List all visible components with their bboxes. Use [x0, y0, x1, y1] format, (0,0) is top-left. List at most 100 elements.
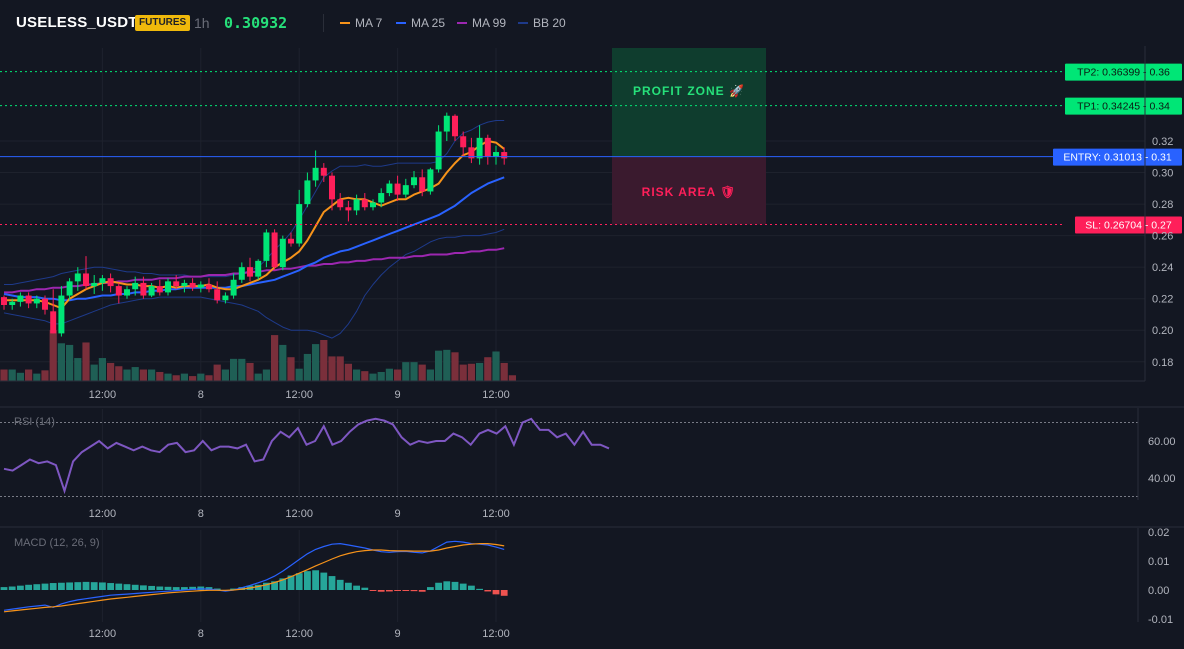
macd-histogram-bar: [25, 584, 32, 590]
volume-bar: [459, 364, 467, 381]
volume-bar: [492, 351, 500, 381]
profit-zone-label: PROFIT ZONE 🚀: [633, 84, 745, 98]
candle: [484, 134, 491, 165]
volume-bar: [107, 362, 115, 381]
macd-histogram-bar: [66, 582, 73, 590]
time-tick-label: 12:00: [482, 628, 510, 640]
volume-bar: [410, 362, 418, 381]
time-tick-label: 9: [395, 508, 401, 520]
sl-tag-label: SL: 0.26704 - 0.27: [1085, 220, 1172, 232]
volume-bar: [246, 362, 254, 381]
timeframe-label[interactable]: 1h: [194, 15, 210, 31]
candle-body: [124, 289, 130, 296]
legend-ma7[interactable]: MA 7: [340, 16, 382, 30]
volume-bar: [426, 369, 434, 381]
legend-label: MA 25: [411, 16, 446, 30]
time-tick-label: 12:00: [285, 508, 313, 520]
macd-histogram-bar: [345, 582, 352, 590]
candle: [107, 273, 114, 293]
symbol-title[interactable]: USELESS_USDT: [16, 14, 138, 31]
volume-bar: [279, 344, 287, 381]
candle-body: [66, 281, 73, 296]
candle: [83, 256, 89, 290]
volume-bar: [484, 357, 492, 381]
volume-bar: [172, 375, 180, 381]
macd-histogram-bar: [115, 583, 123, 590]
time-tick-label: 8: [198, 508, 204, 520]
volume-bar: [254, 373, 262, 381]
risk-zone-label: RISK AREA 🛡: [642, 185, 737, 199]
candle: [435, 125, 442, 173]
candle: [312, 150, 319, 187]
volume-bar: [467, 363, 475, 381]
chart-header: USELESS_USDT FUTURES 1h 0.30932 MA 7 MA …: [0, 0, 1184, 46]
profit-zone: [612, 48, 766, 157]
candle-body: [263, 232, 270, 261]
moving-averages: [3, 140, 505, 310]
rsi-pane[interactable]: RSI (14) 60.00 40.00: [0, 408, 1176, 500]
candle-body: [337, 199, 344, 208]
candle: [361, 193, 368, 211]
macd-histogram-bar: [312, 570, 319, 590]
tp-tag-label: TP1: 0.34245 - 0.34: [1077, 101, 1170, 113]
candle-body: [452, 115, 458, 137]
macd-histogram-bar: [148, 585, 155, 590]
candle-body: [91, 282, 98, 287]
macd-pane[interactable]: MACD (12, 26, 9) 0.02 0.01 0.00 -0.01: [0, 527, 1173, 626]
candle-body: [140, 282, 147, 296]
volume-bar: [336, 356, 344, 381]
candle-body: [501, 152, 508, 159]
time-tick-label: 9: [395, 628, 401, 640]
legend-label: MA 99: [472, 16, 507, 30]
volume-bar: [49, 330, 57, 381]
candle-body: [386, 183, 393, 194]
legend-bb20[interactable]: BB 20: [518, 16, 566, 30]
macd-histogram-bar: [287, 575, 295, 590]
macd-histogram-bar: [156, 586, 164, 590]
candle-body: [271, 232, 278, 268]
macd-histogram-bar: [254, 584, 262, 590]
candle-body: [50, 311, 57, 334]
volume-bars: [0, 330, 516, 381]
macd-histogram-bar: [0, 587, 8, 590]
volume-bar: [377, 371, 385, 381]
grid-lines: [0, 48, 1145, 622]
price-levels[interactable]: TP2: 0.36399 - 0.36 TP1: 0.34245 - 0.34 EN…: [0, 63, 1182, 234]
tp-tag: [1065, 63, 1182, 81]
ma7-line: [4, 140, 505, 310]
legend-swatch: [457, 22, 467, 24]
tp-tag-label: TP2: 0.36399 - 0.36: [1077, 67, 1170, 79]
candle-body: [58, 295, 65, 334]
legend-ma99[interactable]: MA 99: [457, 16, 506, 30]
macd-histogram-bar: [49, 583, 57, 590]
candle-body: [443, 115, 450, 132]
time-tick-label: 12:00: [482, 389, 510, 401]
sl-tag: [1075, 216, 1182, 234]
volume-bar: [320, 340, 328, 381]
bollinger-bands: [3, 120, 505, 339]
legend-swatch: [340, 22, 350, 24]
candle: [181, 279, 188, 293]
macd-histogram-bar: [451, 581, 459, 590]
macd-histogram-bar: [107, 583, 114, 590]
macd-histogram-bar: [213, 588, 221, 590]
volume-bar: [418, 364, 426, 381]
candle: [230, 273, 237, 299]
macd-histogram-bar: [189, 586, 196, 590]
rsi-title: RSI (14): [14, 416, 55, 428]
volume-bar: [402, 362, 410, 381]
macd-histogram-bar: [377, 590, 385, 592]
candle-body: [345, 207, 352, 211]
legend-ma25[interactable]: MA 25: [396, 16, 445, 30]
macd-histogram-bar: [82, 581, 90, 590]
candle-body: [378, 193, 385, 203]
candle: [460, 131, 467, 157]
candle-body: [361, 199, 368, 208]
volume-bar: [148, 369, 156, 381]
candle: [411, 170, 417, 189]
candlesticks[interactable]: [1, 112, 508, 337]
volume-bar: [328, 356, 336, 381]
volume-bar: [164, 373, 172, 381]
candle: [476, 125, 483, 165]
